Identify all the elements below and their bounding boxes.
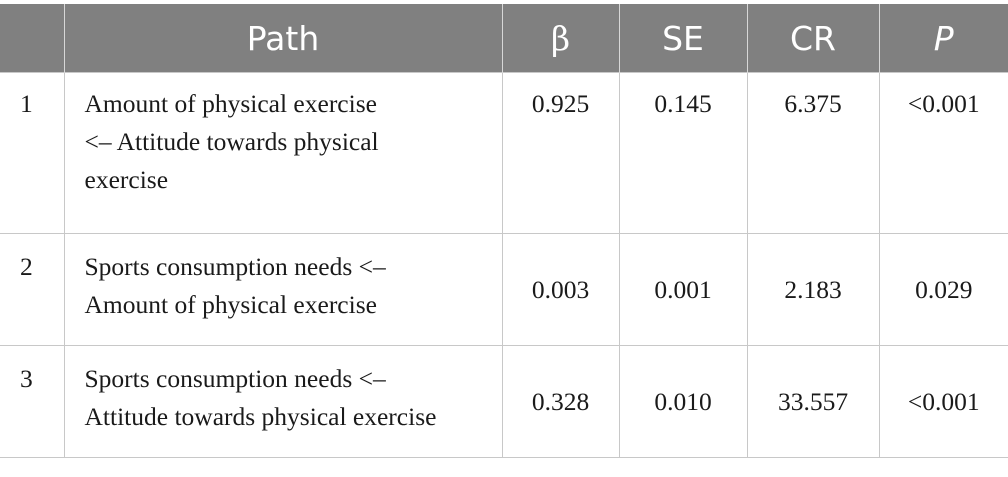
cr-value: 2.183 [746,233,880,346]
path-coefficients-table: Path β SE CR P 1 Amount of physical exer… [0,4,1008,458]
row-index: 1 [0,72,65,234]
path-line: Amount of physical exercise [84,290,377,319]
path-line: Sports consumption needs <– [84,364,386,393]
path-cell: Sports consumption needs <– Amount of ph… [63,233,503,346]
header-index [0,4,65,73]
cr-value: 33.557 [746,345,880,458]
p-value: 0.029 [878,233,1008,346]
table-row: 3 Sports consumption needs <– Attitude t… [0,345,1008,458]
p-value: <0.001 [878,345,1008,458]
path-line: Attitude towards physical exercise [84,402,437,431]
path-cell: Sports consumption needs <– Attitude tow… [63,345,503,458]
header-beta: β [501,4,620,73]
p-value: <0.001 [878,72,1008,234]
table-header-row: Path β SE CR P [0,4,1008,73]
path-line: Amount of physical exercise [84,89,377,118]
table-row: 1 Amount of physical exercise <– Attitud… [0,72,1008,234]
header-se: SE [618,4,748,73]
header-path: Path [63,4,503,73]
cr-value: 6.375 [746,72,880,234]
row-index: 2 [0,233,65,346]
path-line: exercise [84,165,169,194]
beta-value: 0.925 [501,72,620,234]
row-index: 3 [0,345,65,458]
path-line: Sports consumption needs <– [84,252,386,281]
table-row: 2 Sports consumption needs <– Amount of … [0,233,1008,346]
header-cr: CR [746,4,880,73]
path-cell: Amount of physical exercise <– Attitude … [63,72,503,234]
se-value: 0.010 [618,345,748,458]
header-p: P [878,4,1008,73]
beta-value: 0.328 [501,345,620,458]
beta-value: 0.003 [501,233,620,346]
path-line: <– Attitude towards physical [84,127,379,156]
se-value: 0.145 [618,72,748,234]
se-value: 0.001 [618,233,748,346]
